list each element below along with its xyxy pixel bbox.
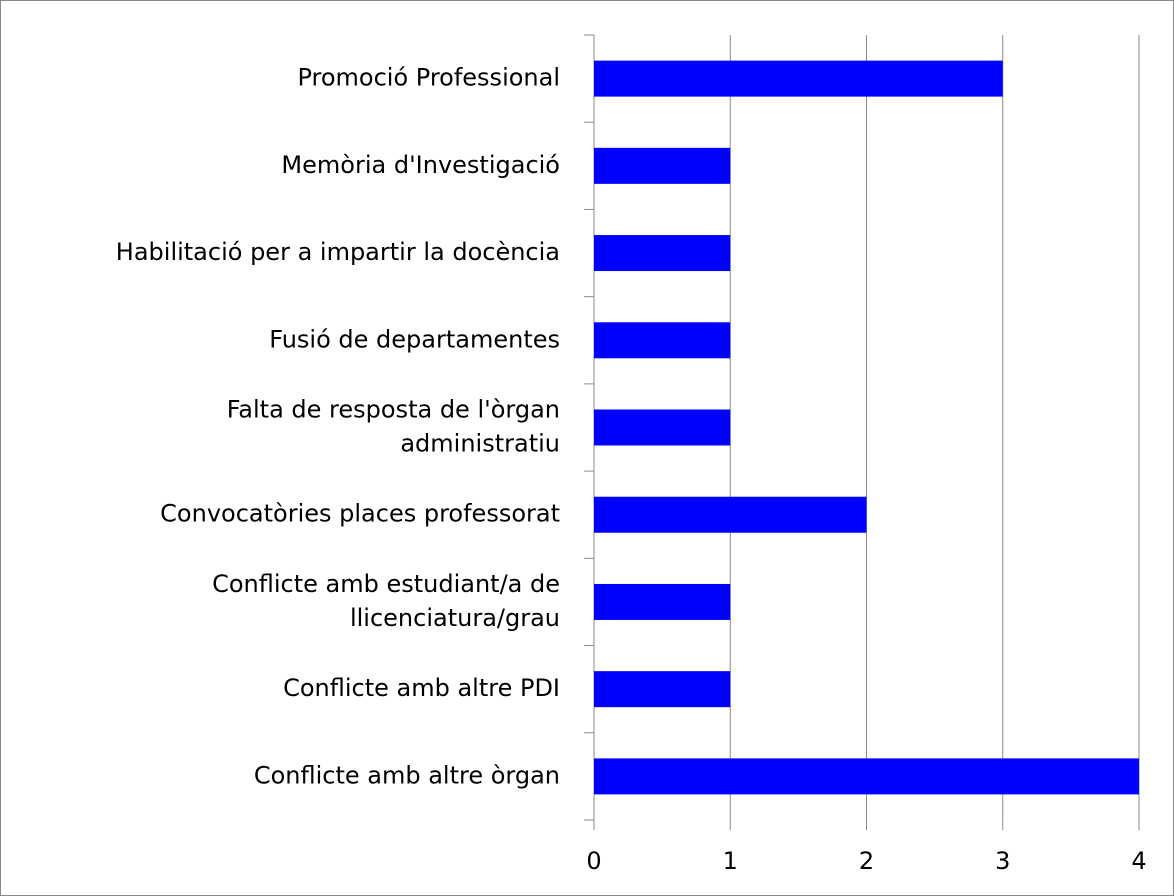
bar [594, 758, 1139, 795]
y-tick-label: Memòria d'Investigació [281, 151, 560, 179]
x-tick-label: 0 [586, 847, 601, 875]
x-tick-label: 4 [1131, 847, 1146, 875]
y-tick-label: Habilitació per a impartir la docència [116, 238, 560, 266]
bar [594, 235, 731, 272]
y-tick-label: Convocatòries places professorat [160, 500, 560, 528]
y-tick-label: Conflicte amb altre òrgan [254, 761, 560, 789]
bar [594, 583, 731, 620]
y-tick-label: Falta de resposta de l'òrgan administrati… [227, 396, 560, 458]
y-tick-label: Promoció Professional [297, 64, 560, 92]
x-tick-label: 3 [995, 847, 1010, 875]
bar [594, 496, 867, 533]
bar [594, 322, 731, 359]
y-tick-label: Conflicte amb altre PDI [283, 674, 560, 702]
bar [594, 60, 1003, 97]
bar [594, 671, 731, 708]
bar [594, 409, 731, 446]
y-tick-label: Conflicte amb estudiant/a de llicenciatur… [212, 570, 560, 632]
bar [594, 147, 731, 184]
x-tick-label: 2 [859, 847, 874, 875]
x-tick-label: 1 [723, 847, 738, 875]
y-tick-label: Fusió de departamentes [269, 325, 560, 353]
